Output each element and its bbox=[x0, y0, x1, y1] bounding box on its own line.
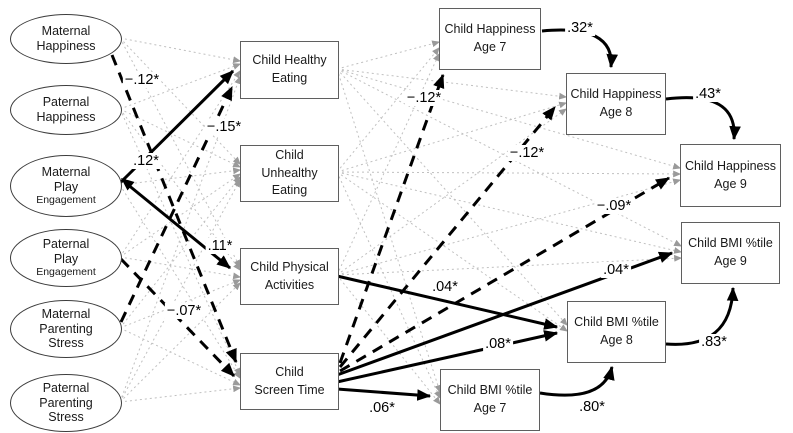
coefficient-label: −.12* bbox=[404, 90, 444, 106]
latent-maternal-play-engagement: Maternal Play Engagement bbox=[10, 155, 122, 217]
nonsignificant-path bbox=[336, 178, 682, 276]
nonsignificant-path bbox=[336, 52, 440, 276]
nonsignificant-paths bbox=[119, 37, 683, 405]
box-child-physical-activities: Child Physical Activities bbox=[240, 248, 339, 305]
nonsignificant-path bbox=[336, 47, 440, 173]
coefficient-label: .83* bbox=[699, 334, 729, 350]
nonsignificant-path bbox=[119, 327, 242, 386]
nonsignificant-path bbox=[119, 178, 241, 403]
coefficient-label: .11* bbox=[205, 238, 235, 254]
coefficient-label: .04* bbox=[430, 279, 460, 295]
latent-paternal-happiness: Paternal Happiness bbox=[10, 85, 122, 135]
node-label: Paternal Parenting Stress bbox=[39, 380, 93, 425]
nonsignificant-path bbox=[336, 171, 683, 254]
node-label: Paternal Happiness bbox=[36, 95, 96, 124]
box-child-bmi-age8: Child BMI %tile Age 8 bbox=[567, 301, 666, 363]
node-label: Child Happiness Age 9 bbox=[684, 158, 777, 191]
box-child-bmi-age9: Child BMI %tile Age 9 bbox=[681, 222, 780, 284]
box-child-happiness-age8: Child Happiness Age 8 bbox=[566, 73, 666, 135]
node-sublabel: Engagement bbox=[36, 193, 96, 206]
nonsignificant-path bbox=[119, 108, 241, 377]
box-child-bmi-age7: Child BMI %tile Age 7 bbox=[440, 369, 540, 431]
coefficient-label: .32* bbox=[565, 20, 595, 36]
box-child-healthy-eating: Child Healthy Eating bbox=[240, 41, 339, 99]
latent-paternal-play-engagement: Paternal Play Engagement bbox=[10, 229, 122, 287]
nonsignificant-path bbox=[119, 282, 241, 403]
path-happiness8-happiness9 bbox=[665, 96, 741, 141]
coefficient-label: −.12* bbox=[507, 145, 547, 161]
arrowhead-into-maternal-play bbox=[121, 178, 135, 191]
path-screen-time-happiness7 bbox=[338, 73, 445, 364]
coefficient-label: −.12* bbox=[122, 72, 162, 88]
coefficient-label: .04* bbox=[601, 262, 631, 278]
coefficient-label: .12* bbox=[131, 153, 161, 169]
node-sublabel: Engagement bbox=[36, 265, 96, 278]
node-label: Paternal Play bbox=[42, 237, 90, 267]
coefficient-label: −.09* bbox=[594, 198, 634, 214]
nonsignificant-path bbox=[119, 37, 241, 269]
coefficient-label: .08* bbox=[483, 336, 513, 352]
nonsignificant-path bbox=[336, 68, 442, 394]
coefficient-label: −.07* bbox=[164, 303, 204, 319]
path-physical-activities-bmi8 bbox=[336, 274, 559, 330]
nonsignificant-path bbox=[336, 40, 441, 70]
path-bmi7-bmi8 bbox=[539, 365, 615, 397]
nonsignificant-path bbox=[119, 70, 241, 258]
path-screen-time-happiness9 bbox=[339, 176, 671, 373]
coefficient-label: .43* bbox=[693, 86, 723, 102]
box-child-unhealthy-eating: Child Unhealthy Eating bbox=[240, 145, 339, 202]
node-label: Child Physical Activities bbox=[250, 259, 329, 292]
node-label: Child Healthy Eating bbox=[252, 53, 327, 85]
nonsignificant-path bbox=[336, 171, 441, 400]
node-label: Child BMI %tile Age 9 bbox=[688, 236, 773, 268]
nonsignificant-path bbox=[119, 176, 241, 329]
path-maternal-play-physical-activities bbox=[126, 182, 231, 270]
node-label: Child Unhealthy Eating bbox=[261, 147, 318, 198]
box-child-happiness-age9: Child Happiness Age 9 bbox=[680, 144, 781, 207]
nonsignificant-path bbox=[119, 108, 241, 271]
nonsignificant-path bbox=[119, 279, 242, 329]
latent-paternal-parenting-stress: Paternal Parenting Stress bbox=[10, 374, 122, 432]
path-screen-time-bmi7 bbox=[336, 387, 432, 401]
nonsignificant-path bbox=[119, 184, 241, 379]
nonsignificant-path bbox=[119, 37, 242, 64]
node-label: Child Happiness Age 8 bbox=[570, 87, 662, 119]
latent-maternal-happiness: Maternal Happiness bbox=[10, 14, 122, 64]
node-label: Child Happiness Age 7 bbox=[444, 22, 536, 54]
coefficient-label: .80* bbox=[577, 399, 607, 415]
nonsignificant-path bbox=[336, 274, 441, 405]
nonsignificant-path bbox=[119, 385, 242, 403]
nonsignificant-path bbox=[336, 170, 682, 178]
latent-maternal-parenting-stress: Maternal Parenting Stress bbox=[10, 300, 122, 358]
nonsignificant-path bbox=[336, 108, 567, 276]
path-maternal-happiness-screen-time bbox=[110, 54, 238, 364]
node-label: Maternal Play bbox=[41, 165, 91, 195]
nonsignificant-path bbox=[119, 108, 242, 168]
node-label: Maternal Parenting Stress bbox=[39, 306, 93, 351]
nonsignificant-path bbox=[336, 68, 568, 100]
coefficient-label: −.15* bbox=[204, 119, 244, 135]
nonsignificant-path bbox=[336, 171, 568, 332]
path-screen-time-bmi8 bbox=[336, 330, 559, 384]
box-child-screen-time: Child Screen Time bbox=[240, 353, 339, 410]
box-child-happiness-age7: Child Happiness Age 7 bbox=[439, 8, 541, 70]
path-happiness7-happiness8 bbox=[541, 28, 618, 69]
node-label: Maternal Happiness bbox=[36, 24, 96, 53]
nonsignificant-path bbox=[336, 68, 568, 326]
nonsignificant-path bbox=[119, 173, 241, 258]
nonsignificant-path bbox=[119, 167, 242, 186]
nonsignificant-path bbox=[119, 37, 241, 165]
node-label: Child BMI %tile Age 7 bbox=[447, 383, 533, 415]
node-label: Child Screen Time bbox=[254, 364, 325, 397]
nonsignificant-path bbox=[119, 256, 242, 280]
nonsignificant-path bbox=[336, 101, 568, 173]
path-bmi8-bmi9 bbox=[665, 286, 739, 346]
node-label: Child BMI %tile Age 8 bbox=[574, 315, 659, 347]
coefficient-label: .06* bbox=[367, 400, 397, 416]
